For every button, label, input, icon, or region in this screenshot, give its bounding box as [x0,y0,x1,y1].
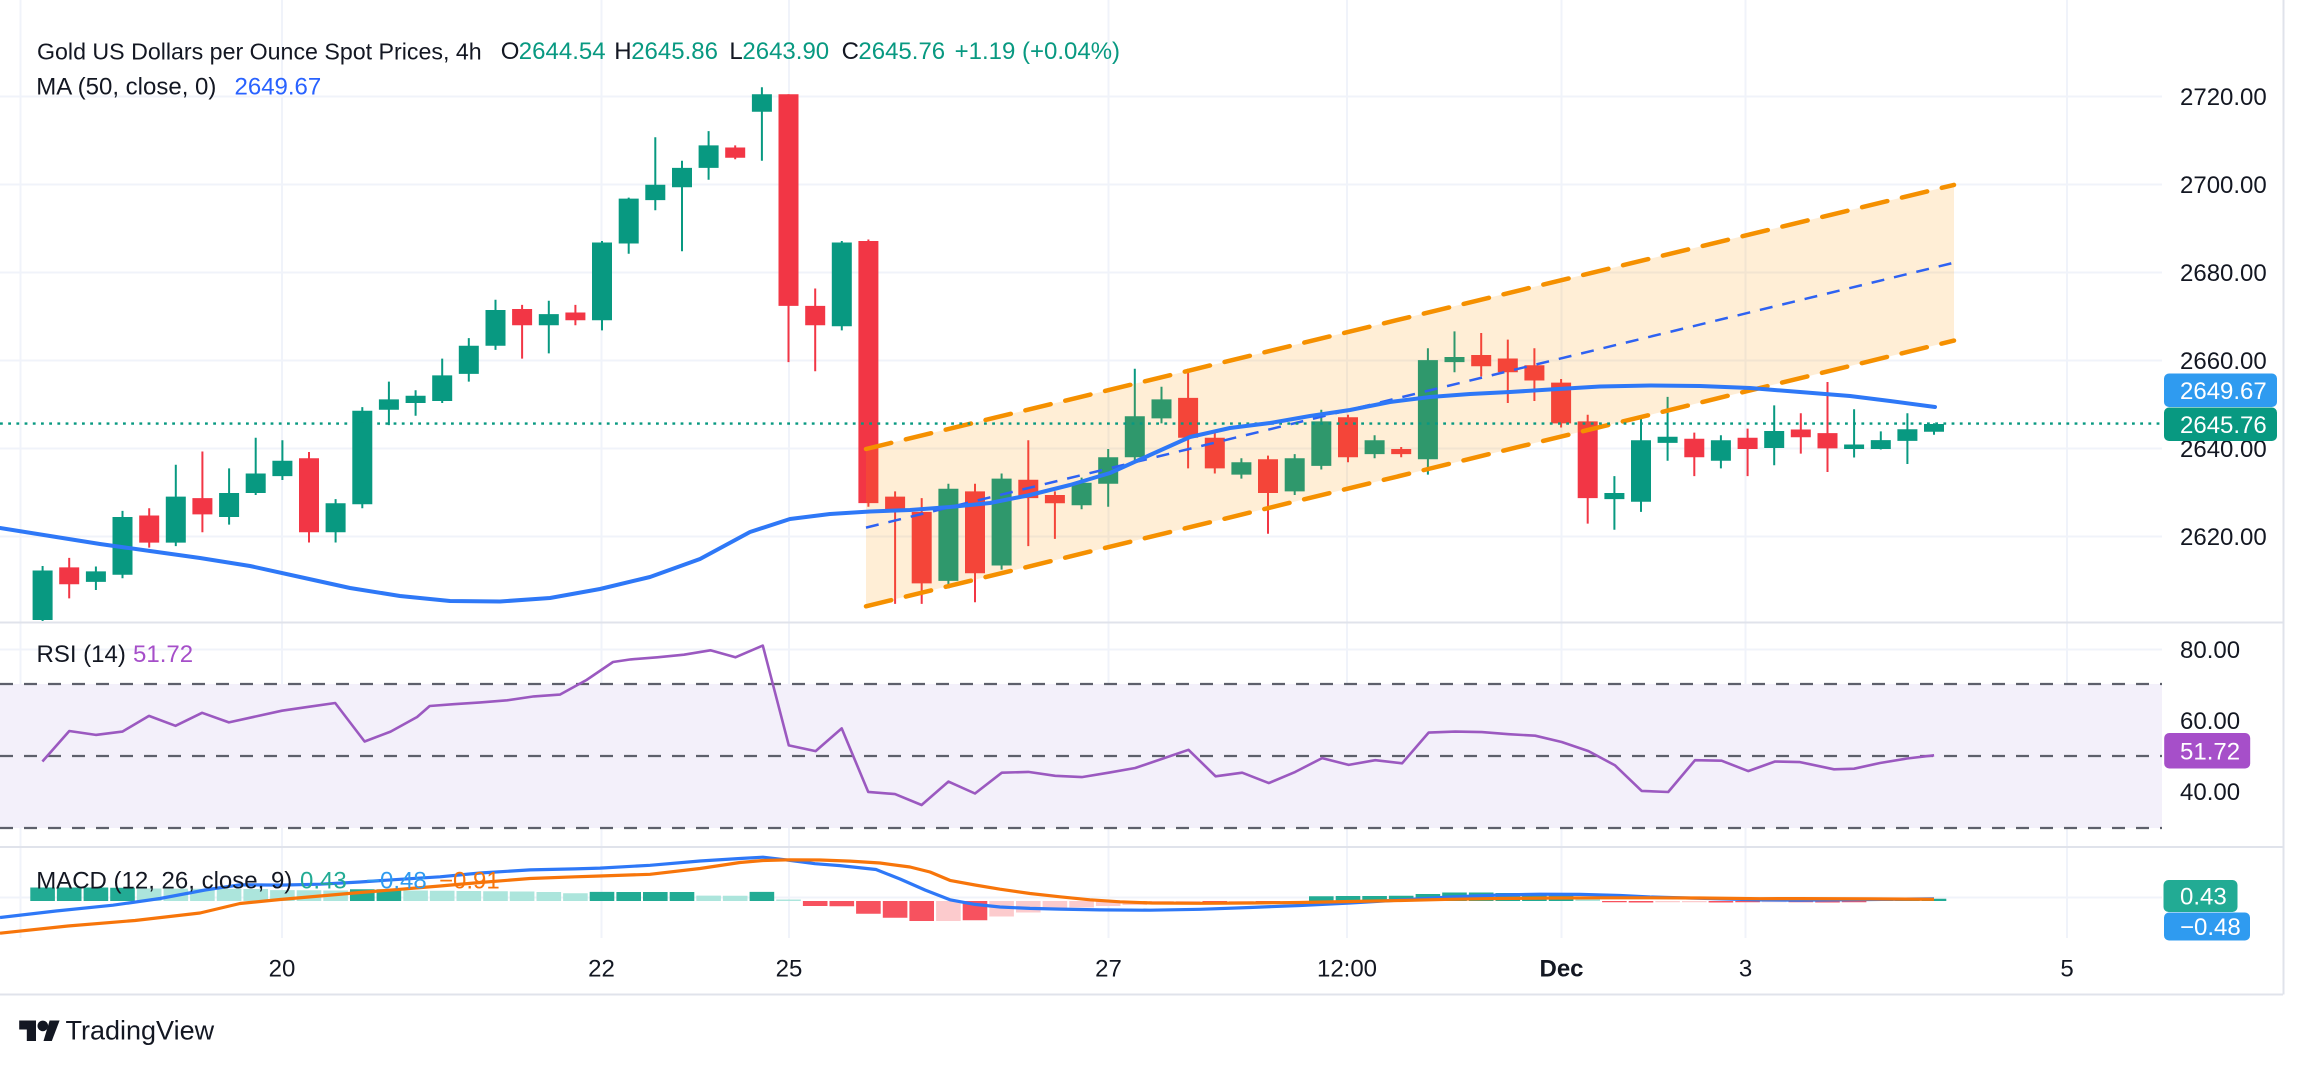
svg-text:2645.76: 2645.76 [2180,412,2267,439]
svg-text:+1.19 (+0.04%): +1.19 (+0.04%) [955,38,1120,65]
svg-text:0.43: 0.43 [2180,884,2227,911]
svg-text:−0.48: −0.48 [366,868,427,895]
svg-text:2649.67: 2649.67 [235,74,322,101]
svg-text:−0.91: −0.91 [439,868,500,895]
svg-text:2680.00: 2680.00 [2180,260,2267,287]
svg-text:40.00: 40.00 [2180,779,2240,806]
svg-text:TradingView: TradingView [66,1016,215,1046]
svg-text:12:00: 12:00 [1317,956,1377,983]
svg-text:5: 5 [2060,956,2073,983]
svg-text:2660.00: 2660.00 [2180,348,2267,375]
svg-text:L: L [729,38,742,65]
svg-text:60.00: 60.00 [2180,708,2240,735]
svg-text:2649.67: 2649.67 [2180,378,2267,405]
svg-text:2620.00: 2620.00 [2180,524,2267,551]
svg-text:Dec: Dec [1539,956,1583,983]
svg-text:Gold US Dollars per Ounce Spot: Gold US Dollars per Ounce Spot Prices, 4… [37,39,482,65]
svg-text:3: 3 [1739,956,1752,983]
svg-text:0.43: 0.43 [300,868,347,895]
svg-text:2644.54: 2644.54 [519,38,606,65]
svg-text:O: O [501,38,520,65]
svg-text:25: 25 [776,956,803,983]
svg-text:2720.00: 2720.00 [2180,84,2267,111]
svg-text:2645.86: 2645.86 [631,38,718,65]
svg-text:−0.48: −0.48 [2180,914,2241,941]
svg-text:51.72: 51.72 [2180,738,2240,765]
svg-text:2643.90: 2643.90 [742,38,829,65]
svg-text:27: 27 [1095,956,1122,983]
svg-text:51.72: 51.72 [133,641,193,668]
svg-text:C: C [842,38,859,65]
svg-text:RSI (14): RSI (14) [37,641,126,668]
svg-text:22: 22 [588,956,615,983]
svg-text:2700.00: 2700.00 [2180,172,2267,199]
svg-text:20: 20 [269,956,296,983]
svg-text:MA (50, close, 0): MA (50, close, 0) [36,74,216,101]
svg-text:MACD (12, 26, close, 9): MACD (12, 26, close, 9) [36,868,292,895]
svg-text:H: H [614,38,631,65]
svg-text:2645.76: 2645.76 [858,38,945,65]
svg-text:80.00: 80.00 [2180,637,2240,664]
